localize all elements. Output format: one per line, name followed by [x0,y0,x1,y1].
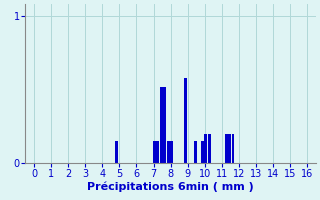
Bar [225,134,228,163]
Bar [232,134,235,163]
Bar [170,141,173,163]
Bar [194,141,197,163]
Bar [156,141,159,163]
Bar [160,87,163,163]
X-axis label: Précipitations 6min ( mm ): Précipitations 6min ( mm ) [87,181,254,192]
Bar [201,141,204,163]
Bar [163,87,166,163]
Bar [228,134,231,163]
Bar [204,134,207,163]
Bar [116,141,118,163]
Bar [167,141,170,163]
Bar [208,134,211,163]
Bar [153,141,156,163]
Bar [184,78,187,163]
